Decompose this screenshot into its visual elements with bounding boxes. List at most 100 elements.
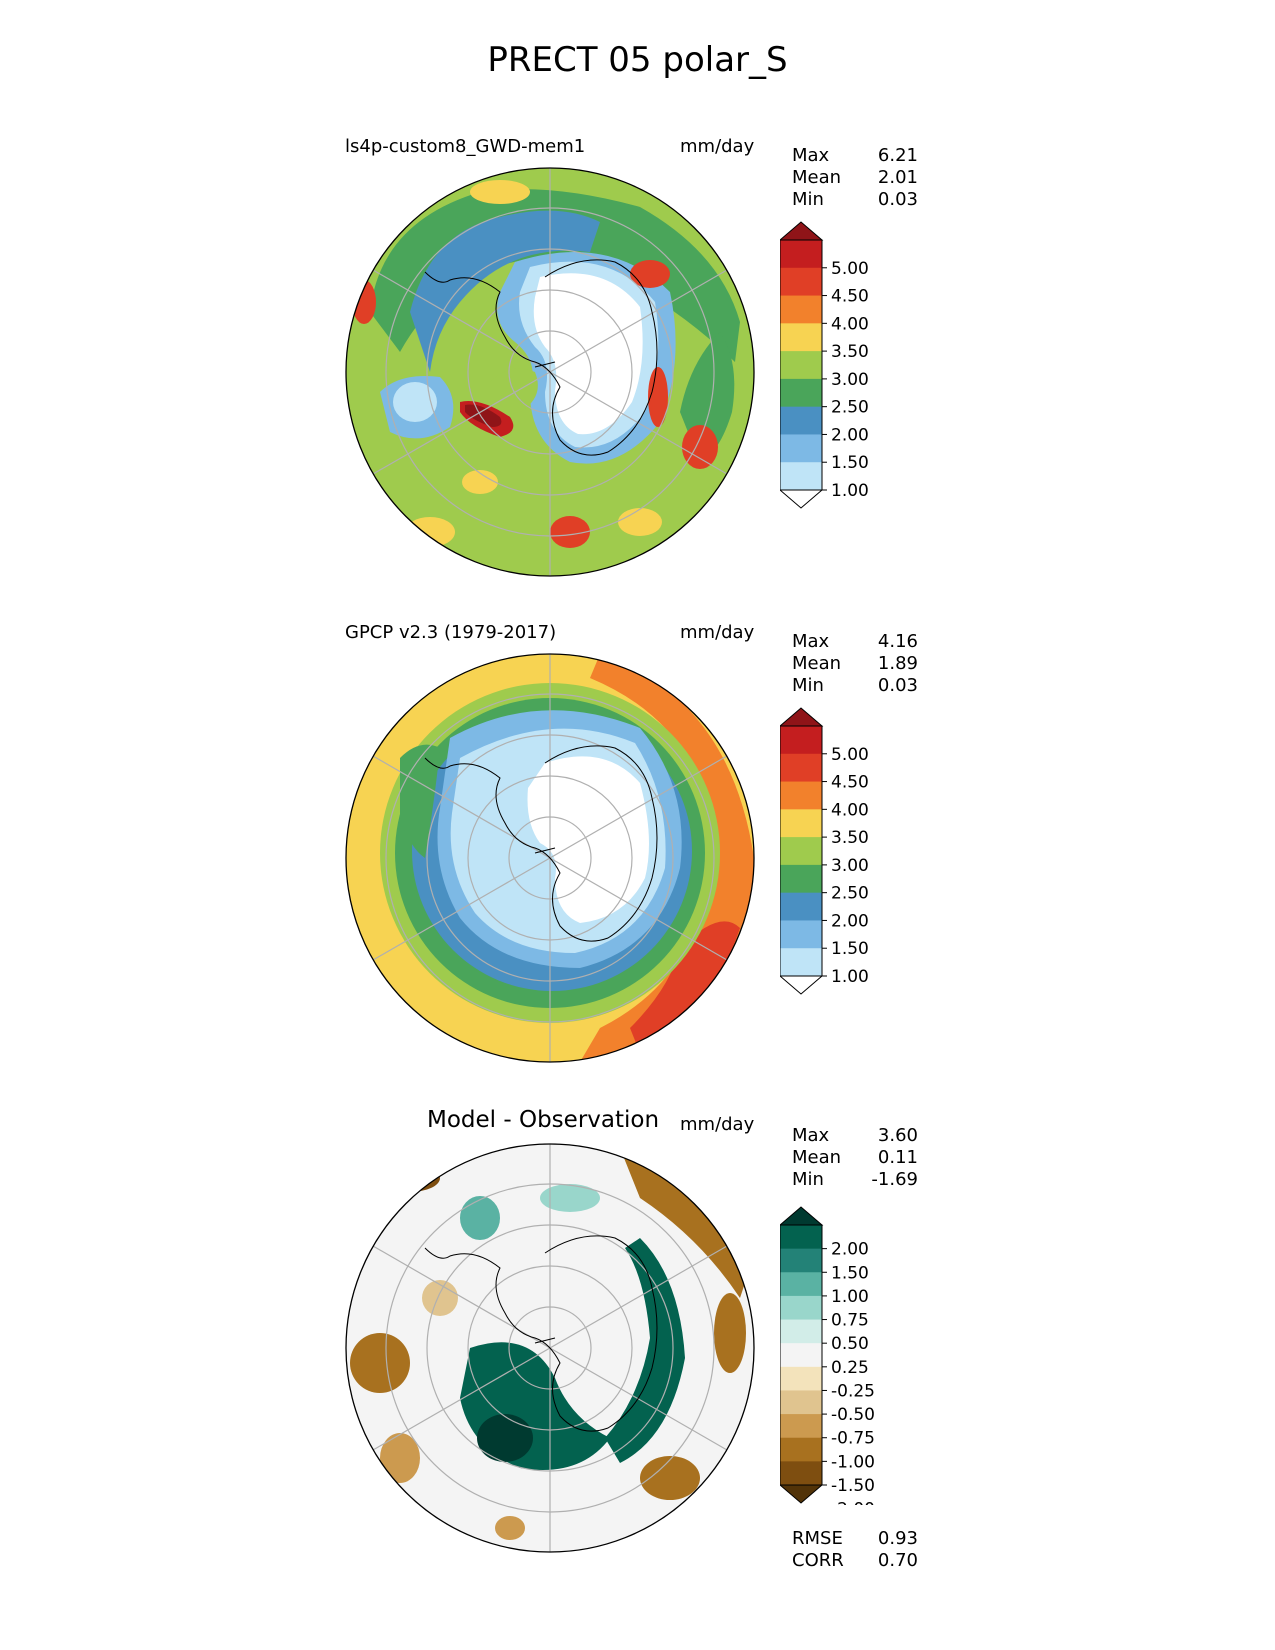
colorbar-bin xyxy=(780,1295,822,1321)
field-region xyxy=(630,921,740,1053)
stat-max-value: 3.60 xyxy=(877,1125,918,1146)
colorbar-bin xyxy=(780,781,822,810)
stat-mean-value: 0.11 xyxy=(877,1147,918,1168)
colorbar-bin xyxy=(780,1414,822,1439)
field-region xyxy=(620,1148,750,1298)
stat-min-label: Min xyxy=(792,1169,824,1190)
field-region xyxy=(350,1333,410,1393)
colorbar-bin xyxy=(780,295,822,324)
colorbar-bin xyxy=(780,434,822,463)
stat-min-value: 0.03 xyxy=(877,189,918,210)
metric-corr-value: 0.70 xyxy=(877,1550,918,1571)
colorbar-bin xyxy=(780,406,822,435)
field-region xyxy=(460,1196,500,1240)
colorbar-tick-label: -0.75 xyxy=(831,1429,875,1449)
colorbar-tick-label: 2.00 xyxy=(831,425,869,445)
stat-mean-value: 2.01 xyxy=(877,167,918,188)
colorbar-bin xyxy=(780,1248,822,1273)
colorbar-tick-label: 1.00 xyxy=(831,967,869,987)
colorbar-tick-label: -2.00 xyxy=(831,1500,875,1505)
stat-mean-value: 1.89 xyxy=(877,653,918,674)
stats-box: Max 4.16 Mean 1.89 Min 0.03 xyxy=(792,631,918,697)
field-region xyxy=(648,367,668,427)
map-boundary xyxy=(345,653,755,1063)
stat-mean-label: Mean xyxy=(792,167,842,188)
stat-min-value: -1.69 xyxy=(871,1169,918,1190)
colorbar-bin xyxy=(780,1319,822,1344)
stat-max-label: Max xyxy=(792,1125,830,1146)
colorbar-tick-label: 1.50 xyxy=(831,939,869,959)
colorbar-extend-min xyxy=(780,1484,824,1504)
colorbar: 5.00 4.50 4.00 3.50 3.00 2.50 2.00 1.50 1.00 0.50 xyxy=(780,221,869,510)
colorbar-tick-label: 1.00 xyxy=(831,481,869,501)
colorbar-extend-min xyxy=(780,489,824,509)
colorbar-bin xyxy=(780,1366,822,1391)
colorbar-bins xyxy=(780,221,824,509)
map-boundary xyxy=(345,167,755,577)
field-region xyxy=(605,1238,685,1463)
colorbar-bin xyxy=(780,1225,822,1250)
colorbar-bin xyxy=(780,1437,822,1462)
colorbar-tick-label: -1.50 xyxy=(831,1476,875,1496)
colorbar-bin xyxy=(780,726,822,755)
colorbar-tick-label: 5.00 xyxy=(831,259,869,279)
field-region xyxy=(618,508,662,536)
colorbar-tick-label: 0.50 xyxy=(831,1334,869,1354)
colorbar-tick-label: 3.50 xyxy=(831,828,869,848)
field-region xyxy=(477,1414,533,1462)
colorbar-ticks: 5.00 4.50 4.00 3.50 3.00 2.50 2.00 1.50 1.00 0.50 xyxy=(822,259,869,510)
colorbar-bin xyxy=(780,323,822,352)
panel-title: ls4p-custom8_GWD-mem1 xyxy=(345,136,586,157)
field-region xyxy=(393,382,437,422)
stat-max-value: 6.21 xyxy=(877,145,918,166)
polar-map xyxy=(345,653,755,1063)
colorbar-frame xyxy=(780,239,823,491)
field-region xyxy=(380,1164,440,1192)
figure-title: PRECT 05 polar_S xyxy=(487,40,788,80)
field-region xyxy=(465,404,502,427)
colorbar-tick-label: 3.00 xyxy=(831,856,869,876)
panel-units: mm/day xyxy=(680,622,755,643)
field-region xyxy=(640,1456,700,1500)
colorbar-bin xyxy=(780,1343,822,1368)
colorbar-extend-min xyxy=(780,975,824,995)
coastline xyxy=(424,1235,658,1432)
colorbar-tick-label: 4.00 xyxy=(831,314,869,334)
stat-mean-label: Mean xyxy=(792,653,842,674)
colorbar-tick-label: 3.50 xyxy=(831,342,869,362)
colorbar-bin xyxy=(780,809,822,838)
colorbar: 2.00 1.50 1.00 0.75 0.50 0.25 -0.25 -0.50 -0.75 -… xyxy=(780,1206,875,1505)
coastline xyxy=(424,259,658,456)
stat-max-label: Max xyxy=(792,631,830,652)
panel-units: mm/day xyxy=(680,1114,755,1135)
colorbar-tick-label: 0.50 xyxy=(831,995,869,996)
field-region xyxy=(470,180,530,204)
colorbar-frame xyxy=(780,1224,823,1486)
colorbar-tick-label: 4.50 xyxy=(831,773,869,793)
field-region xyxy=(540,1184,600,1212)
colorbar-tick-label: -0.25 xyxy=(831,1381,875,1401)
stat-mean-label: Mean xyxy=(792,1147,842,1168)
map-boundary xyxy=(345,1143,755,1553)
colorbar-extend-max xyxy=(780,1206,824,1226)
colorbar-bin xyxy=(780,753,822,783)
colorbar-bin xyxy=(780,1272,822,1297)
colorbar-tick-label: 2.50 xyxy=(831,884,869,904)
field-region xyxy=(527,756,649,923)
field-region xyxy=(410,210,600,372)
stat-min-value: 0.03 xyxy=(877,675,918,696)
metric-rmse-value: 0.93 xyxy=(877,1528,918,1549)
colorbar-bin xyxy=(780,267,822,297)
panel-title: GPCP v2.3 (1979-2017) xyxy=(345,622,557,643)
colorbar-tick-label: 4.50 xyxy=(831,287,869,307)
panel-units: mm/day xyxy=(680,136,755,157)
stat-min-label: Min xyxy=(792,675,824,696)
coastline xyxy=(424,745,658,942)
stats-box: Max 6.21 Mean 2.01 Min 0.03 xyxy=(792,145,918,211)
colorbar-bin xyxy=(780,948,822,977)
stat-min-label: Min xyxy=(792,189,824,210)
colorbar-tick-label: 2.50 xyxy=(831,398,869,418)
colorbar-tick-label: 1.50 xyxy=(831,1263,869,1283)
metrics-box: RMSE 0.93 CORR 0.70 xyxy=(792,1528,918,1572)
stats-box: Max 3.60 Mean 0.11 Min -1.69 xyxy=(792,1125,918,1191)
